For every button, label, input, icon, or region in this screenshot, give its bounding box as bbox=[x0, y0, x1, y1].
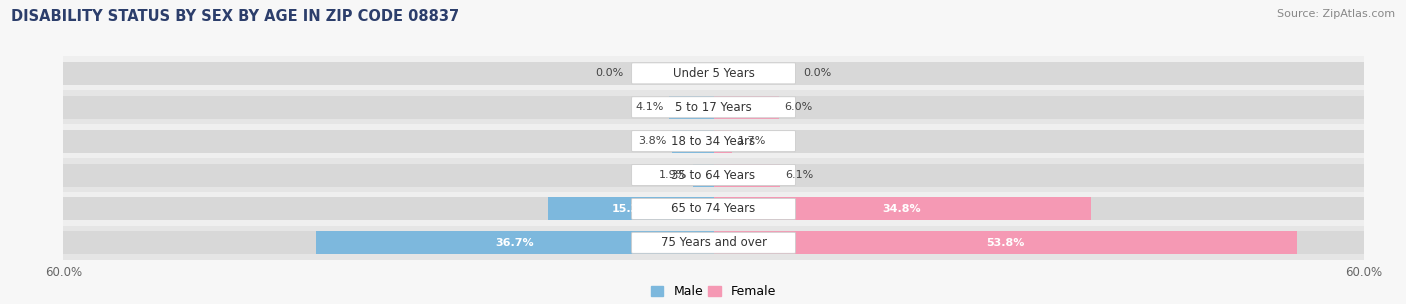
Bar bbox=[672, 130, 713, 153]
Text: 3.8%: 3.8% bbox=[638, 136, 666, 146]
FancyBboxPatch shape bbox=[631, 97, 796, 118]
Bar bbox=[713, 96, 779, 119]
FancyBboxPatch shape bbox=[631, 63, 796, 84]
Text: 65 to 74 Years: 65 to 74 Years bbox=[672, 202, 755, 216]
Bar bbox=[63, 62, 1364, 85]
Bar bbox=[63, 124, 1364, 158]
FancyBboxPatch shape bbox=[631, 164, 796, 185]
Bar bbox=[63, 57, 1364, 90]
Bar bbox=[63, 130, 1364, 153]
Bar bbox=[63, 90, 1364, 124]
Text: 5 to 17 Years: 5 to 17 Years bbox=[675, 101, 752, 114]
Bar bbox=[63, 158, 1364, 192]
Bar bbox=[63, 231, 1364, 254]
Text: 6.1%: 6.1% bbox=[785, 170, 813, 180]
Text: 1.7%: 1.7% bbox=[737, 136, 766, 146]
Bar bbox=[713, 197, 1091, 220]
Legend: Male, Female: Male, Female bbox=[648, 283, 779, 301]
Text: 1.9%: 1.9% bbox=[659, 170, 688, 180]
Text: Source: ZipAtlas.com: Source: ZipAtlas.com bbox=[1277, 9, 1395, 19]
Bar bbox=[548, 197, 713, 220]
Text: 4.1%: 4.1% bbox=[636, 102, 664, 112]
Text: 53.8%: 53.8% bbox=[986, 238, 1025, 248]
Bar bbox=[713, 164, 780, 187]
Bar bbox=[63, 192, 1364, 226]
Bar bbox=[63, 164, 1364, 187]
Text: 6.0%: 6.0% bbox=[785, 102, 813, 112]
Bar bbox=[713, 231, 1296, 254]
Bar bbox=[316, 231, 713, 254]
Text: 75 Years and over: 75 Years and over bbox=[661, 236, 766, 249]
Text: 36.7%: 36.7% bbox=[495, 238, 534, 248]
Bar bbox=[63, 197, 1364, 220]
Text: Under 5 Years: Under 5 Years bbox=[672, 67, 755, 80]
Text: 18 to 34 Years: 18 to 34 Years bbox=[672, 135, 755, 148]
FancyBboxPatch shape bbox=[631, 199, 796, 219]
Text: 0.0%: 0.0% bbox=[803, 68, 832, 78]
Text: 35 to 64 Years: 35 to 64 Years bbox=[672, 168, 755, 181]
Bar bbox=[713, 130, 733, 153]
Text: 34.8%: 34.8% bbox=[883, 204, 921, 214]
FancyBboxPatch shape bbox=[631, 131, 796, 152]
Bar bbox=[63, 226, 1364, 260]
Bar bbox=[693, 164, 713, 187]
Text: DISABILITY STATUS BY SEX BY AGE IN ZIP CODE 08837: DISABILITY STATUS BY SEX BY AGE IN ZIP C… bbox=[11, 9, 460, 24]
Bar bbox=[669, 96, 713, 119]
FancyBboxPatch shape bbox=[631, 232, 796, 253]
Bar bbox=[63, 96, 1364, 119]
Text: 15.3%: 15.3% bbox=[612, 204, 650, 214]
Text: 0.0%: 0.0% bbox=[595, 68, 624, 78]
